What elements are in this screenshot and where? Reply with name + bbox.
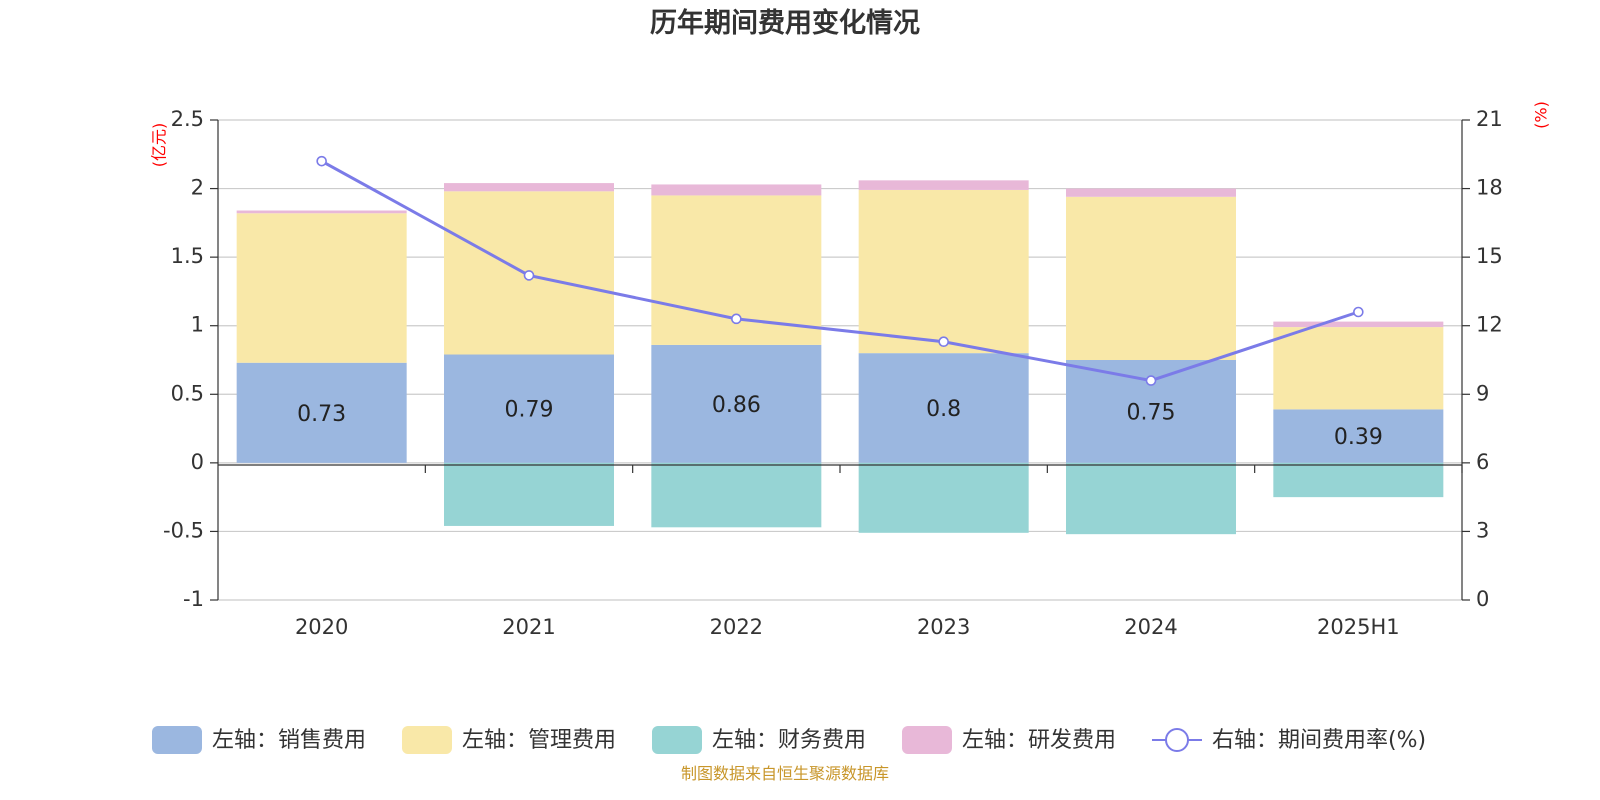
source-note: 制图数据来自恒生聚源数据库 — [681, 764, 889, 783]
bar-segment — [1066, 196, 1236, 360]
right-axis-tick-label: 6 — [1476, 450, 1489, 474]
line-point — [731, 313, 742, 325]
left-axis-tick-label: 0.5 — [171, 381, 204, 405]
x-axis-tick-label: 2024 — [1124, 615, 1177, 639]
x-axis-tick-label: 2022 — [710, 615, 763, 639]
legend-label: 左轴：销售费用 — [212, 728, 366, 753]
bars-layer — [236, 180, 1444, 535]
left-axis-tick-label: 1 — [191, 313, 204, 337]
right-axis-unit: (%) — [1532, 101, 1551, 129]
left-axis-tick-label: 1.5 — [171, 244, 204, 268]
left-axis-tick-label: 2 — [191, 176, 204, 200]
legend-marker — [1165, 728, 1189, 752]
bar-segment — [444, 183, 614, 192]
bar-segment — [444, 462, 614, 526]
bar-segment — [858, 180, 1029, 190]
bar-segment — [1273, 462, 1444, 498]
left-axis-tick-label: 2.5 — [171, 107, 204, 131]
bar-data-label: 0.8 — [926, 397, 961, 422]
bar-segment — [651, 184, 822, 196]
bar-segment — [651, 344, 822, 463]
legend-label: 左轴：研发费用 — [962, 728, 1116, 753]
x-axis-tick-label: 2021 — [502, 615, 555, 639]
legend-label: 左轴：管理费用 — [462, 728, 616, 753]
bar-segment — [1066, 462, 1236, 535]
x-axis-tick-label: 2023 — [917, 615, 970, 639]
bar-segment — [236, 210, 407, 214]
legend-swatch — [402, 726, 452, 754]
bar-data-label: 0.79 — [505, 398, 554, 423]
legend-swatch — [652, 726, 702, 754]
legend-label: 右轴：期间费用率(%) — [1212, 728, 1426, 753]
x-axis-tick-label: 2020 — [295, 615, 348, 639]
bar-segment — [1273, 409, 1444, 463]
right-axis-tick-label: 21 — [1476, 107, 1503, 131]
right-axis-tick-label: 0 — [1476, 587, 1489, 611]
line-point — [316, 155, 327, 167]
right-axis-tick-label: 15 — [1476, 244, 1503, 268]
left-axis-tick-label: -0.5 — [163, 518, 204, 542]
axis-layer: 2.5 2 1.5 1 0.5 0 -0.5 -1 21 18 15 12 9 6 3 0 2020 2021 20… — [163, 107, 1503, 639]
legend-swatch — [902, 726, 952, 754]
right-axis-tick-label: 9 — [1476, 381, 1489, 405]
x-axis-tick-label: 2025H1 — [1317, 615, 1400, 639]
right-axis-tick-label: 18 — [1476, 176, 1503, 200]
legend-label: 左轴：财务费用 — [712, 728, 866, 753]
bar-segment — [858, 353, 1029, 463]
bar-segment — [236, 213, 407, 363]
bar-data-label: 0.39 — [1334, 425, 1383, 450]
bar-segment — [1273, 327, 1444, 410]
right-axis-tick-label: 3 — [1476, 518, 1489, 542]
bar-segment — [858, 189, 1029, 354]
line-point — [1145, 375, 1157, 386]
bar-segment — [651, 462, 822, 528]
right-axis-tick-label: 12 — [1476, 313, 1503, 337]
left-axis-tick-label: -1 — [183, 587, 204, 611]
left-axis-tick-label: 0 — [191, 450, 204, 474]
bar-data-label: 0.75 — [1127, 400, 1176, 425]
labels-layer: 0.73 0.79 0.86 0.8 0.75 0.39 — [297, 393, 1383, 450]
bar-data-label: 0.73 — [297, 402, 346, 427]
bar-segment — [1273, 321, 1444, 328]
chart-title: 历年期间费用变化情况 — [650, 7, 920, 39]
line-point — [938, 336, 949, 348]
bar-segment — [444, 354, 614, 463]
legend-swatch — [152, 726, 202, 754]
line-layer — [316, 155, 1364, 386]
bar-segment — [1066, 188, 1236, 197]
grid-layer — [218, 119, 1462, 601]
legend: 左轴：销售费用 左轴：管理费用 左轴：财务费用 左轴：研发费用 右轴：期间费用率(%) — [152, 726, 1426, 754]
bar-segment — [858, 462, 1029, 533]
line-point — [523, 270, 535, 281]
line-point — [1353, 306, 1364, 318]
bar-segment — [236, 362, 407, 463]
left-axis-unit: (亿元) — [150, 123, 169, 168]
line-series-path — [320, 159, 1359, 383]
bar-data-label: 0.86 — [712, 393, 761, 418]
